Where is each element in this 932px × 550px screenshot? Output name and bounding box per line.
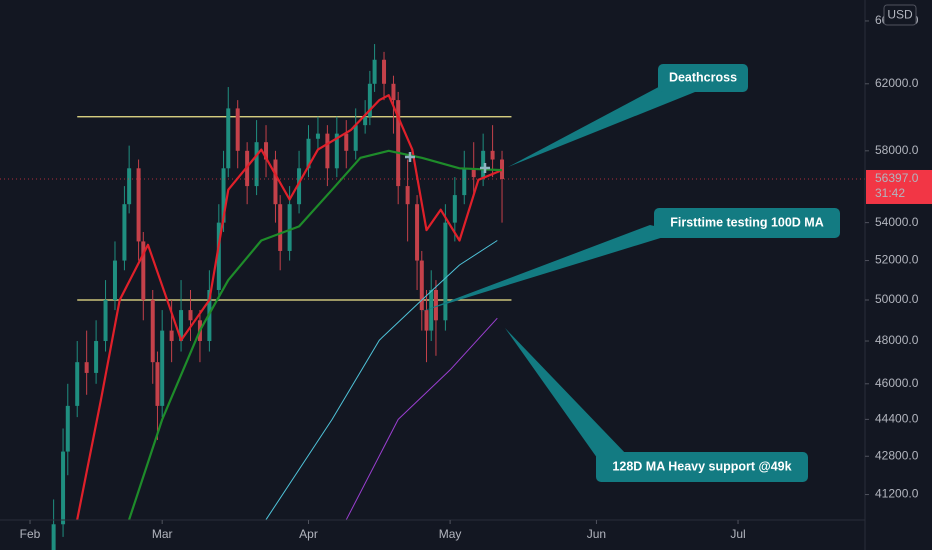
annotation-box [654, 208, 840, 238]
candle-body [443, 222, 448, 321]
candle-body [127, 168, 132, 205]
candle-body [254, 142, 259, 187]
last-price-badge [866, 169, 932, 204]
annotation: Deathcross [669, 70, 737, 84]
candle-body [424, 310, 429, 331]
candle-body [429, 289, 434, 331]
candle-body [353, 125, 358, 151]
callout-pointer [420, 225, 680, 312]
candle-body [65, 405, 70, 452]
x-tick-label: Jun [587, 527, 606, 541]
candle-body [141, 241, 146, 300]
candle-body [334, 133, 339, 169]
candle-body [169, 330, 174, 342]
x-tick-label: Feb [20, 527, 41, 541]
y-tick-label: 52000.0 [875, 253, 919, 267]
annotation: 128D MA Heavy support @49k [612, 459, 791, 473]
candle-body [278, 204, 283, 251]
annotation: Firsttime testing 100D MA [670, 215, 824, 229]
countdown: 31:42 [875, 186, 905, 200]
candle-body [94, 341, 99, 373]
candle-body [221, 168, 226, 223]
candle-body [344, 133, 349, 151]
x-tick-label: Mar [152, 527, 173, 541]
candle-body [433, 289, 438, 321]
candle-body [325, 133, 330, 169]
y-tick-label: 46000.0 [875, 376, 919, 390]
moving-average [265, 240, 498, 520]
candle-body [188, 310, 193, 321]
annotation-box [596, 452, 808, 482]
y-tick-label: 62000.0 [875, 76, 919, 90]
x-tick-label: Jul [730, 527, 745, 541]
candle-body [287, 204, 292, 251]
candle-body [471, 168, 476, 178]
candle-body [382, 59, 387, 84]
moving-average [345, 317, 498, 520]
moving-average [76, 94, 503, 520]
candle-body [372, 59, 377, 84]
y-tick-label: 42800.0 [875, 448, 919, 462]
candle-body [405, 186, 410, 205]
candle-body [160, 330, 165, 406]
candle-body [179, 310, 184, 342]
candle-body [315, 133, 320, 139]
candle-body [226, 108, 231, 169]
candle-body [490, 150, 495, 160]
candle-body [84, 362, 89, 373]
y-tick-label: 58000.0 [875, 143, 919, 157]
annotation-box [658, 64, 748, 92]
y-tick-label: 50000.0 [875, 292, 919, 306]
candle-body [367, 83, 372, 117]
candle-body [136, 168, 141, 242]
x-tick-label: Apr [299, 527, 318, 541]
candle-body [75, 362, 80, 406]
candle-body [462, 168, 467, 196]
candle-body [112, 260, 117, 300]
candle-body [297, 168, 302, 205]
candle-body [155, 362, 160, 406]
currency: USD [887, 8, 913, 22]
candle-body [452, 195, 457, 223]
candle-body [103, 299, 108, 342]
candle-body [306, 138, 311, 169]
callout-pointer [505, 328, 628, 462]
callout-pointer [508, 82, 700, 167]
candle-body [419, 260, 424, 311]
candle-body [363, 116, 368, 126]
candle-body [216, 222, 221, 290]
overlay: Deathcross Firsttime testing 100D MA 128… [405, 64, 840, 482]
y-tick-label: 41200.0 [875, 487, 919, 501]
last-price-label: 56397.0 [875, 171, 919, 185]
candle-body [150, 299, 155, 363]
candle-body [481, 150, 486, 178]
cross-marker [405, 152, 490, 173]
y-tick-label: 44400.0 [875, 412, 919, 426]
moving-average [128, 149, 503, 521]
candle-body [391, 83, 396, 101]
y-tick-label: 54000.0 [875, 215, 919, 229]
candle-body [235, 108, 240, 151]
candle-body [273, 159, 278, 205]
y-tick-label: 48000.0 [875, 333, 919, 347]
candle-body [415, 204, 420, 261]
candle-body [122, 204, 127, 261]
candle-body [61, 451, 66, 525]
candle-body [51, 524, 56, 550]
candle-body [396, 100, 401, 187]
currency-badge [883, 4, 917, 26]
plot-area [0, 44, 865, 550]
candle-body [264, 142, 269, 160]
x-tick-label: May [439, 527, 462, 541]
